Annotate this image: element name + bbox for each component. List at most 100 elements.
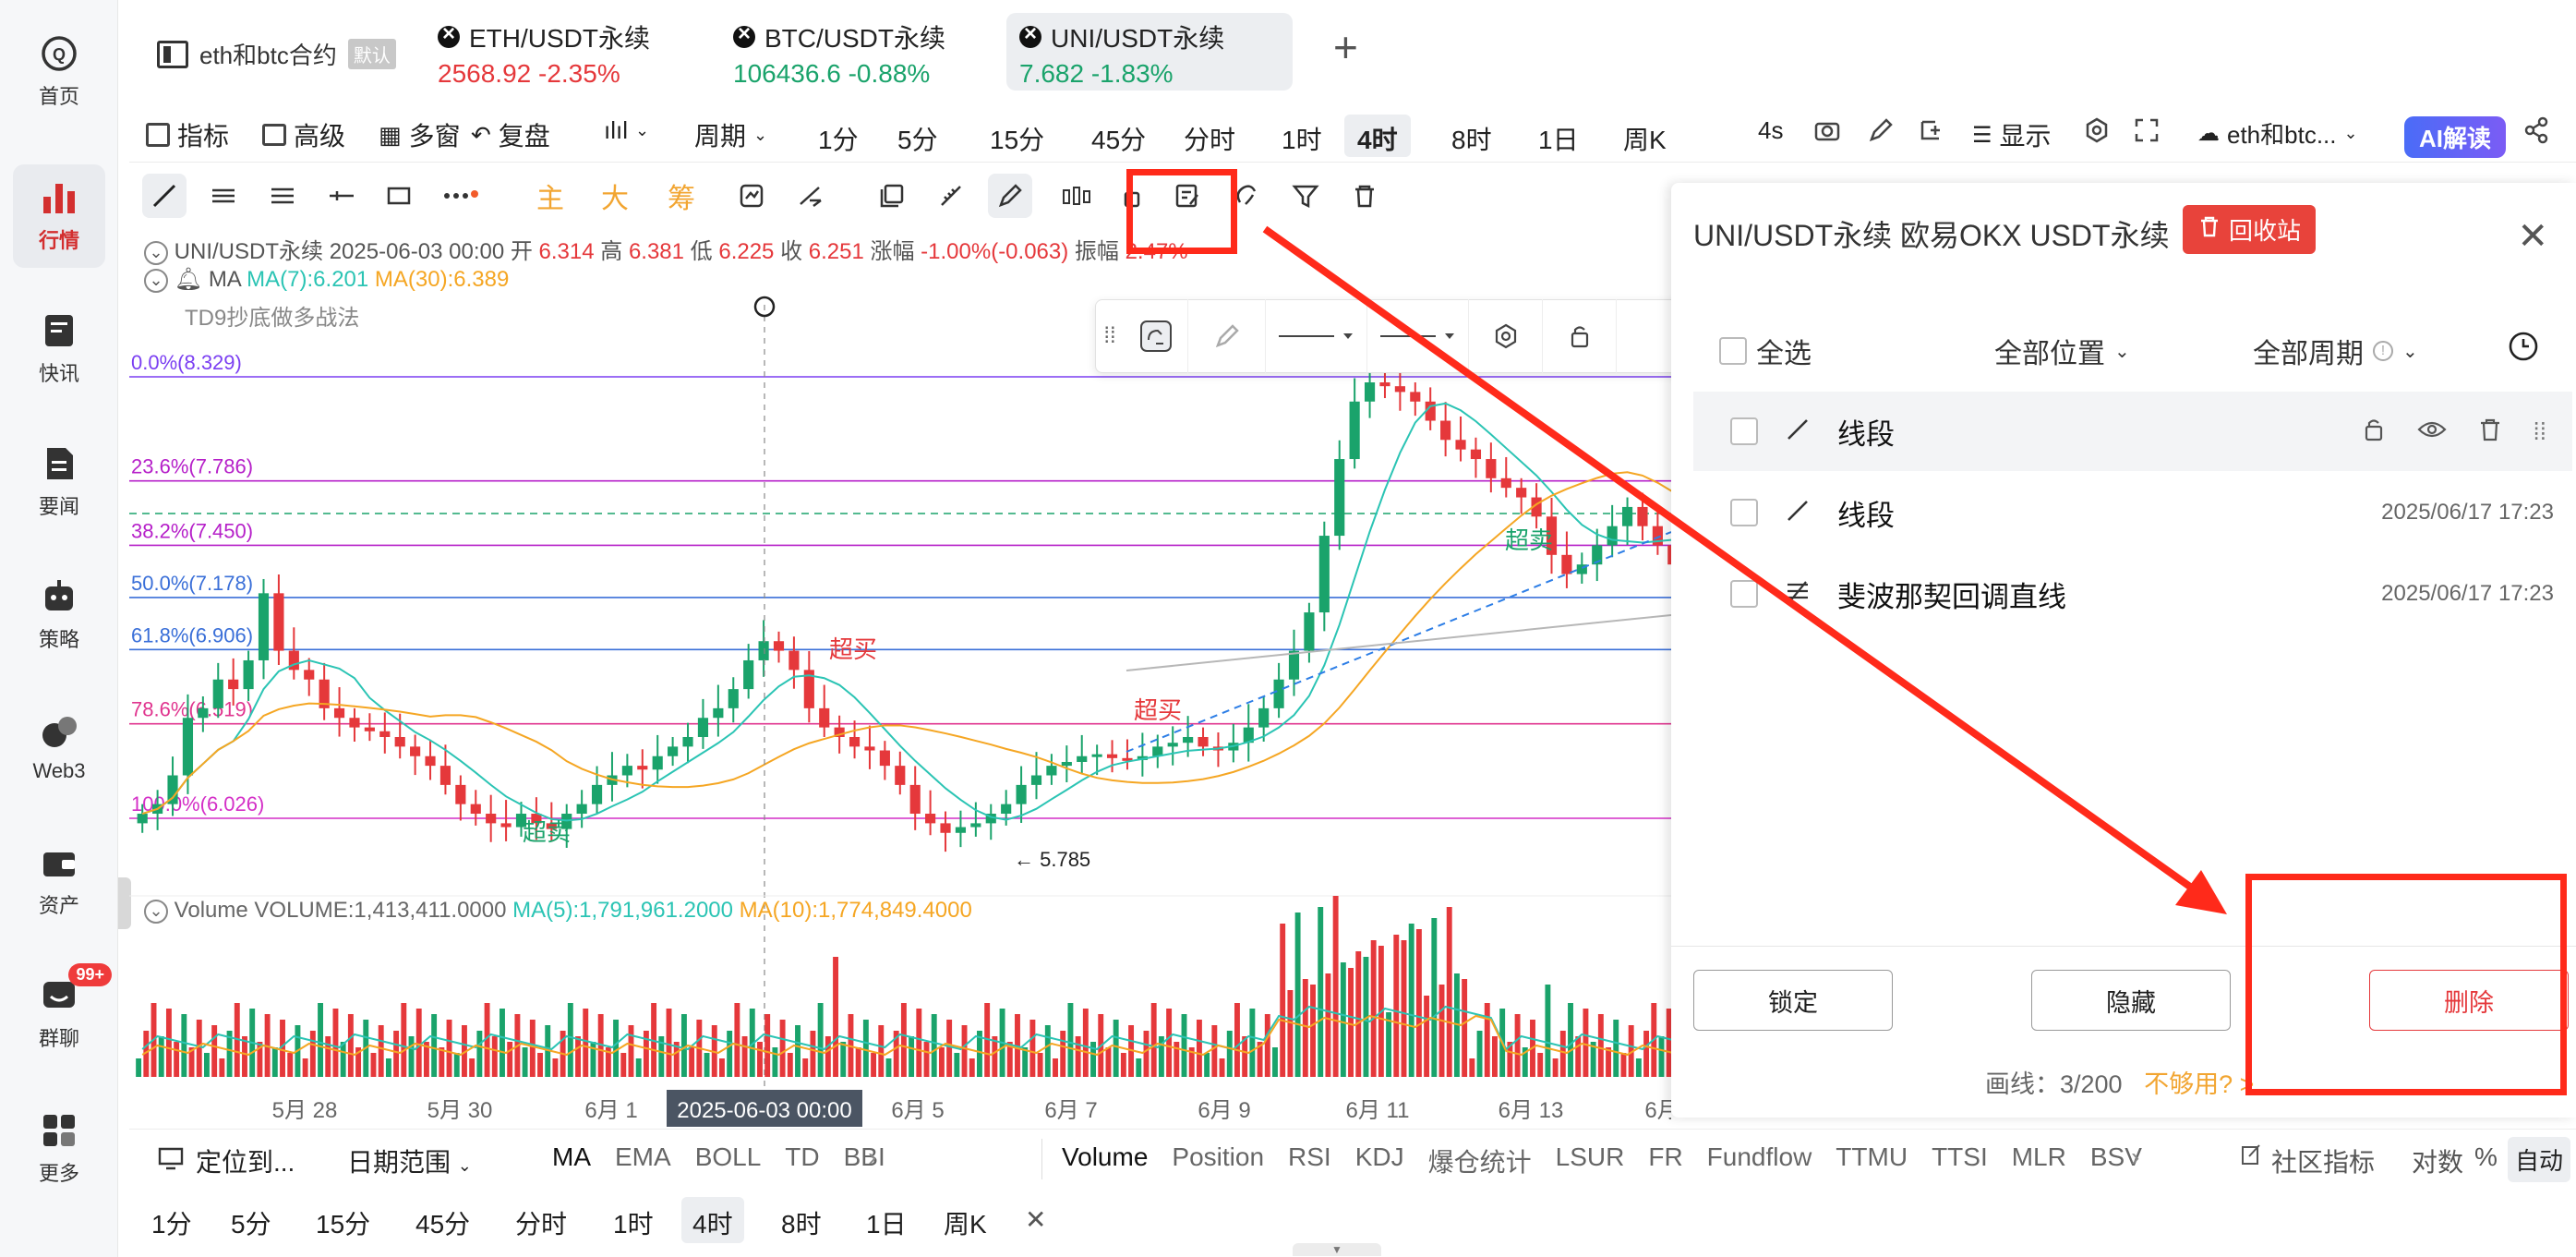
bottom-period-button[interactable]: 1分 — [151, 1210, 192, 1239]
lock-button[interactable]: 锁定 — [1693, 970, 1893, 1031]
lock-icon[interactable] — [2362, 417, 2386, 447]
nav-item-flash[interactable]: 快讯 — [13, 297, 105, 401]
parallel-lines-icon[interactable] — [201, 174, 246, 218]
ruler-icon[interactable] — [929, 174, 973, 218]
collapse-chevron-icon[interactable]: ⌄ — [144, 240, 168, 265]
drawing-settings-icon[interactable] — [1469, 299, 1543, 373]
sub-indicator-item[interactable]: RSI — [1288, 1142, 1331, 1171]
bottom-period-button[interactable]: 4时 — [681, 1197, 744, 1243]
period-button[interactable]: 1分 — [818, 126, 859, 154]
add-panel-icon[interactable] — [1917, 116, 1944, 144]
close-icon[interactable]: ✕ — [1025, 1205, 1047, 1234]
main-indicator-item[interactable]: TD — [785, 1142, 820, 1171]
nav-item-more[interactable]: 更多 — [13, 1097, 105, 1201]
bottom-period-button[interactable]: 45分 — [415, 1210, 471, 1239]
chart-area[interactable]: 0.0%(8.329) 23.6%(7.786) 38.2%(7.450) 50.0%… — [129, 231, 1671, 1154]
select-all-checkbox[interactable]: 全选 — [1719, 331, 1812, 371]
settings-gear-icon[interactable] — [2083, 116, 2111, 144]
rectangle-icon[interactable] — [377, 174, 421, 218]
drawing-list-icon[interactable] — [1165, 174, 1210, 218]
nav-item-strategy[interactable]: 策略 — [13, 563, 105, 667]
checkbox[interactable] — [1730, 417, 1758, 445]
chevron-right-icon[interactable]: › — [868, 1142, 877, 1171]
trash-icon[interactable] — [1342, 174, 1387, 218]
checkbox[interactable] — [1730, 580, 1758, 608]
eye-icon[interactable] — [2416, 418, 2447, 445]
checkbox[interactable] — [1730, 499, 1758, 526]
locate-button[interactable]: 定位到... — [157, 1142, 295, 1179]
sub-indicator-item[interactable]: TTMU — [1836, 1142, 1908, 1171]
bottom-period-button[interactable]: 分时 — [515, 1210, 568, 1239]
period-button[interactable]: 周K — [1623, 126, 1667, 154]
nav-item-home[interactable]: Q 首页 — [13, 20, 105, 124]
period-button[interactable]: 1时 — [1282, 126, 1322, 154]
bell-icon[interactable]: 🔔︎ — [174, 267, 203, 292]
chip-toggle[interactable]: 筹 — [659, 174, 704, 218]
main-indicator-toggle[interactable]: 主 — [528, 174, 572, 218]
period-button[interactable]: 1日 — [1538, 126, 1579, 154]
bottom-period-button[interactable]: 周K — [944, 1210, 987, 1239]
line-width-dropdown[interactable] — [1367, 299, 1469, 373]
candlestick-pattern-icon[interactable] — [1054, 174, 1099, 218]
add-tab-button[interactable]: + — [1333, 23, 1358, 71]
bottom-period-button[interactable]: 15分 — [316, 1210, 371, 1239]
period-button[interactable]: 分时 — [1184, 126, 1236, 154]
sub-indicator-item[interactable]: KDJ — [1354, 1142, 1404, 1171]
sub-indicator-item[interactable]: TTSI — [1932, 1142, 1988, 1171]
collapse-chevron-icon[interactable]: ⌄ — [144, 268, 168, 293]
close-tab-icon[interactable] — [733, 21, 755, 48]
nav-item-assets[interactable]: 资产 — [13, 829, 105, 933]
sub-indicator-item[interactable]: LSUR — [1555, 1142, 1625, 1171]
fullscreen-icon[interactable] — [2133, 116, 2161, 144]
template-icon[interactable] — [1124, 299, 1188, 373]
drawing-lock-icon[interactable] — [1543, 299, 1617, 373]
line-style-dropdown[interactable] — [1266, 299, 1367, 373]
tab-uni-usdt[interactable]: UNI/USDT永续 7.682 -1.83% — [1006, 13, 1293, 91]
refresh-interval[interactable]: 4s — [1758, 116, 1784, 144]
recycle-bin-button[interactable]: 回收站 — [2183, 205, 2317, 254]
sub-indicator-item[interactable]: Volume — [1062, 1142, 1149, 1171]
bottom-period-button[interactable]: 8时 — [781, 1210, 822, 1239]
log-scale-toggle[interactable]: 对数 — [2412, 1148, 2464, 1177]
ai-interpret-button[interactable]: AI解读 — [2404, 116, 2507, 158]
line-tool-icon[interactable] — [142, 174, 187, 218]
period-button[interactable]: 5分 — [897, 126, 938, 154]
expand-handle[interactable]: ▼ — [1293, 1243, 1381, 1256]
drawing-row[interactable]: 线段 2025/06/17 17:23 — [1693, 473, 2572, 552]
measure-icon[interactable] — [788, 174, 833, 218]
watchlist-group-tab[interactable]: eth和btc合约 默认 — [157, 37, 396, 71]
pen-icon[interactable] — [1867, 116, 1895, 144]
color-pen-icon[interactable] — [1188, 299, 1266, 373]
more-tools-icon[interactable] — [438, 174, 482, 218]
nav-item-news[interactable]: 要闻 — [13, 430, 105, 534]
horizontal-ray-icon[interactable] — [319, 174, 364, 218]
sub-indicator-item[interactable]: BSV — [2089, 1142, 2142, 1171]
sync-drawing-icon[interactable] — [729, 174, 774, 218]
multi-line-icon[interactable] — [260, 174, 305, 218]
sub-indicator-item[interactable]: 爆仓统计 — [1427, 1148, 1532, 1177]
sub-indicator-item[interactable]: MLR — [2011, 1142, 2066, 1171]
multi-window-button[interactable]: ▦ 多窗 — [379, 116, 461, 153]
date-range-dropdown[interactable]: 日期范围 ⌄ — [347, 1142, 472, 1179]
period-filter-dropdown[interactable]: 全部周期 ! ⌄ — [2253, 331, 2418, 371]
chevron-right-icon[interactable]: › — [2131, 1142, 2140, 1171]
close-icon[interactable]: ✕ — [2517, 216, 2548, 257]
close-tab-icon[interactable] — [438, 21, 460, 48]
bottom-period-button[interactable]: 1时 — [613, 1210, 654, 1239]
filter-icon[interactable] — [1283, 174, 1328, 218]
drawing-row[interactable]: 线段 ⁞⁞ — [1693, 392, 2572, 471]
main-indicator-item[interactable]: BOLL — [694, 1142, 762, 1171]
community-indicator-button[interactable]: 社区指标 — [2240, 1142, 2375, 1179]
magnet-icon[interactable] — [1224, 174, 1269, 218]
watchlist-dropdown[interactable]: ☁ eth和btc... ⌄ — [2197, 116, 2358, 151]
copy-drawing-icon[interactable] — [870, 174, 914, 218]
bottom-period-button[interactable]: 1日 — [866, 1210, 907, 1239]
replay-button[interactable]: ↶ 复盘 — [471, 116, 550, 153]
sub-indicator-item[interactable]: FR — [1648, 1142, 1683, 1171]
advanced-button[interactable]: 高级 — [262, 116, 345, 153]
percent-scale-toggle[interactable]: % — [2474, 1142, 2498, 1171]
drag-handle-icon[interactable]: ⁞⁞ — [2533, 417, 2546, 445]
big-order-toggle[interactable]: 大 — [593, 174, 637, 218]
close-tab-icon[interactable] — [1019, 21, 1041, 48]
bottom-period-button[interactable]: 5分 — [231, 1210, 271, 1239]
